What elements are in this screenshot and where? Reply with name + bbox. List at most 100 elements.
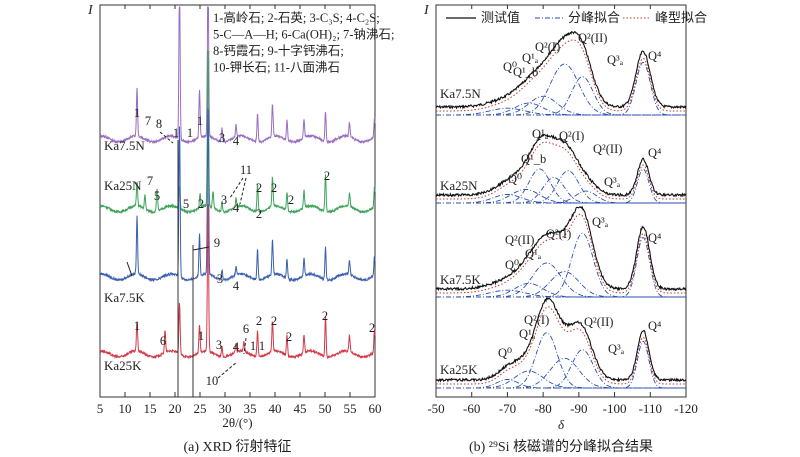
nmr-deconv-component (436, 168, 686, 204)
xrd-x-tick-label: 10 (119, 401, 132, 416)
xrd-peak-annotation: 2 (256, 181, 262, 195)
nmr-peak-annotation: Q⁴ (648, 231, 661, 245)
xrd-plot-frame (99, 4, 376, 398)
nmr-deconv-component (436, 289, 686, 298)
xrd-peak-annotation: 2 (256, 314, 262, 328)
xrd-peak-annotation: 2 (271, 181, 277, 195)
xrd-peak-annotation: 4 (233, 340, 240, 354)
nmr-peak-annotation: Q²(II) (593, 142, 622, 156)
xrd-marker-line (159, 131, 174, 144)
xrd-peak-annotation: 4 (233, 134, 240, 148)
nmr-legend-label: 峰型拟合 (655, 10, 707, 25)
nmr-measured-trace (435, 30, 687, 110)
xrd-peak-annotation: 1 (173, 126, 179, 140)
nmr-peak-annotation: Q³ₐ (604, 175, 621, 189)
xrd-x-tick-label: 45 (294, 401, 307, 416)
xrd-legend-line: 10-钾长石; 11-八面沸石 (213, 61, 340, 75)
nmr-peak-annotation: Q¹_b (521, 152, 546, 166)
nmr-x-tick-label: -100 (603, 401, 627, 416)
nmr-fit-envelope (436, 306, 686, 385)
xrd-marker-line (229, 177, 247, 205)
xrd-peak-annotation: 11 (240, 163, 252, 177)
xrd-peak-annotation: 10 (206, 374, 219, 388)
nmr-measured-trace (435, 205, 686, 292)
xrd-peak-annotation: 7 (147, 174, 153, 188)
xrd-marker-line (217, 361, 238, 379)
xrd-peak-annotation: 5 (183, 197, 189, 211)
xrd-panel-caption: (a) XRD 衍射特征 (183, 439, 291, 455)
xrd-peak-annotation: 3 (219, 131, 225, 145)
nmr-peak-annotation: Q⁴ (648, 319, 661, 333)
nmr-x-tick-label: -90 (570, 401, 587, 416)
xrd-peak-annotation: 3 (217, 272, 223, 286)
xrd-peak-annotation: 1 (250, 339, 256, 353)
xrd-legend-line: 5-C—A—H; 6-Ca(OH)₂; 7-钠沸石; (213, 27, 394, 42)
nmr-peak-annotation: Q²(I) (546, 227, 571, 241)
xrd-x-tick-label: 5 (97, 401, 104, 416)
nmr-peak-annotation: Q¹ₐ (519, 327, 536, 341)
nmr-series-name: Ka25N (440, 178, 478, 193)
xrd-series-name: Ka25N (104, 178, 142, 193)
xrd-peak-annotation: 1 (134, 319, 140, 333)
xrd-peak-annotation: 4 (233, 201, 240, 215)
xrd-y-axis-label: I (87, 3, 94, 18)
xrd-series-name: Ka25K (104, 358, 142, 373)
xrd-peak-annotation: 1 (259, 339, 265, 353)
xrd-peak-annotation: 4 (233, 279, 240, 293)
xrd-peak-annotation: 5 (154, 189, 160, 203)
xrd-peak-annotation: 1 (134, 106, 140, 120)
xrd-x-tick-label: 35 (244, 401, 257, 416)
xrd-x-tick-label: 20 (169, 401, 182, 416)
xrd-peak-annotation: 1 (187, 126, 193, 140)
nmr-x-tick-label: -50 (427, 401, 444, 416)
nmr-peak-annotation: Q¹ₐ (522, 51, 539, 65)
xrd-peak-annotation: 3 (221, 193, 227, 207)
nmr-deconv-component (436, 61, 686, 116)
nmr-peak-annotation: Q³ₐ (592, 215, 609, 229)
xrd-marker-line (126, 261, 133, 277)
nmr-x-tick-label: -110 (639, 401, 662, 416)
nmr-x-tick-label: -120 (674, 401, 698, 416)
nmr-peak-annotation: Q²(I) (559, 129, 584, 143)
nmr-x-axis-label: δ (558, 417, 565, 432)
nmr-series-name: Ka7.5N (440, 86, 481, 101)
nmr-deconv-component (436, 107, 686, 116)
xrd-x-tick-label: 30 (219, 401, 232, 416)
xrd-peak-annotation: 1 (197, 114, 203, 128)
nmr-deconv-component (436, 102, 686, 116)
xrd-series-name: Ka7.5K (104, 290, 145, 305)
xrd-peak-annotation: 2 (288, 193, 294, 207)
nmr-deconv-component (436, 340, 686, 389)
xrd-series-trace (99, 204, 376, 360)
nmr-series-name: Ka25K (440, 362, 478, 377)
xrd-series-name: Ka7.5N (104, 138, 145, 153)
nmr-y-axis-label: I (423, 3, 430, 18)
xrd-x-tick-label: 25 (194, 401, 207, 416)
nmr-peak-annotation: Q¹ₐ (525, 247, 542, 261)
xrd-x-tick-label: 15 (144, 401, 157, 416)
nmr-plot-frame (435, 4, 687, 398)
xrd-peak-annotation: 2 (324, 169, 330, 183)
xrd-peak-annotation: 7 (145, 114, 151, 128)
nmr-x-tick-label: -80 (534, 401, 551, 416)
nmr-series-name: Ka7.5K (440, 272, 481, 287)
nmr-legend-label: 测试值 (481, 10, 520, 25)
nmr-peak-annotation: Q²(I) (524, 313, 549, 327)
nmr-x-tick-label: -60 (463, 401, 480, 416)
nmr-legend-label: 分峰拟合 (568, 10, 620, 25)
xrd-peak-annotation: 1 (198, 329, 204, 343)
nmr-peak-annotation: Q¹ₐ (532, 127, 549, 141)
nmr-measured-trace (435, 297, 687, 383)
xrd-legend-line: 1-高岭石; 2-石英; 3-C₃S; 4-C₂S; (213, 10, 380, 25)
nmr-peak-annotation: Q³ₐ (607, 53, 624, 67)
xrd-series-trace (99, 6, 376, 145)
nmr-peak-annotation: Q⁰ (508, 172, 522, 186)
nmr-peak-annotation: Q⁰ (503, 60, 517, 74)
xrd-peak-annotation: 2 (322, 309, 328, 323)
xrd-legend-line: 8-钙霞石; 9-十字钙沸石; (213, 43, 344, 58)
nmr-x-tick-label: -70 (499, 401, 516, 416)
nmr-peak-annotation: Q¹_b (513, 65, 538, 79)
xrd-x-tick-label: 40 (269, 401, 282, 416)
